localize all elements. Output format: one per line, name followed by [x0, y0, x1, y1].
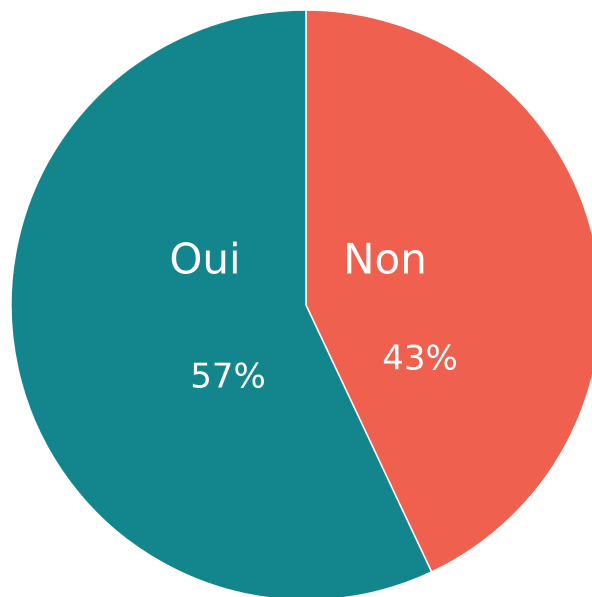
pie-slice: [305, 9, 592, 573]
value-label: 57%: [190, 357, 266, 397]
value-label: 43%: [382, 339, 458, 379]
slice-label: Oui: [169, 235, 240, 284]
pie-slice: [10, 9, 433, 597]
slice-label: Non: [343, 235, 427, 284]
